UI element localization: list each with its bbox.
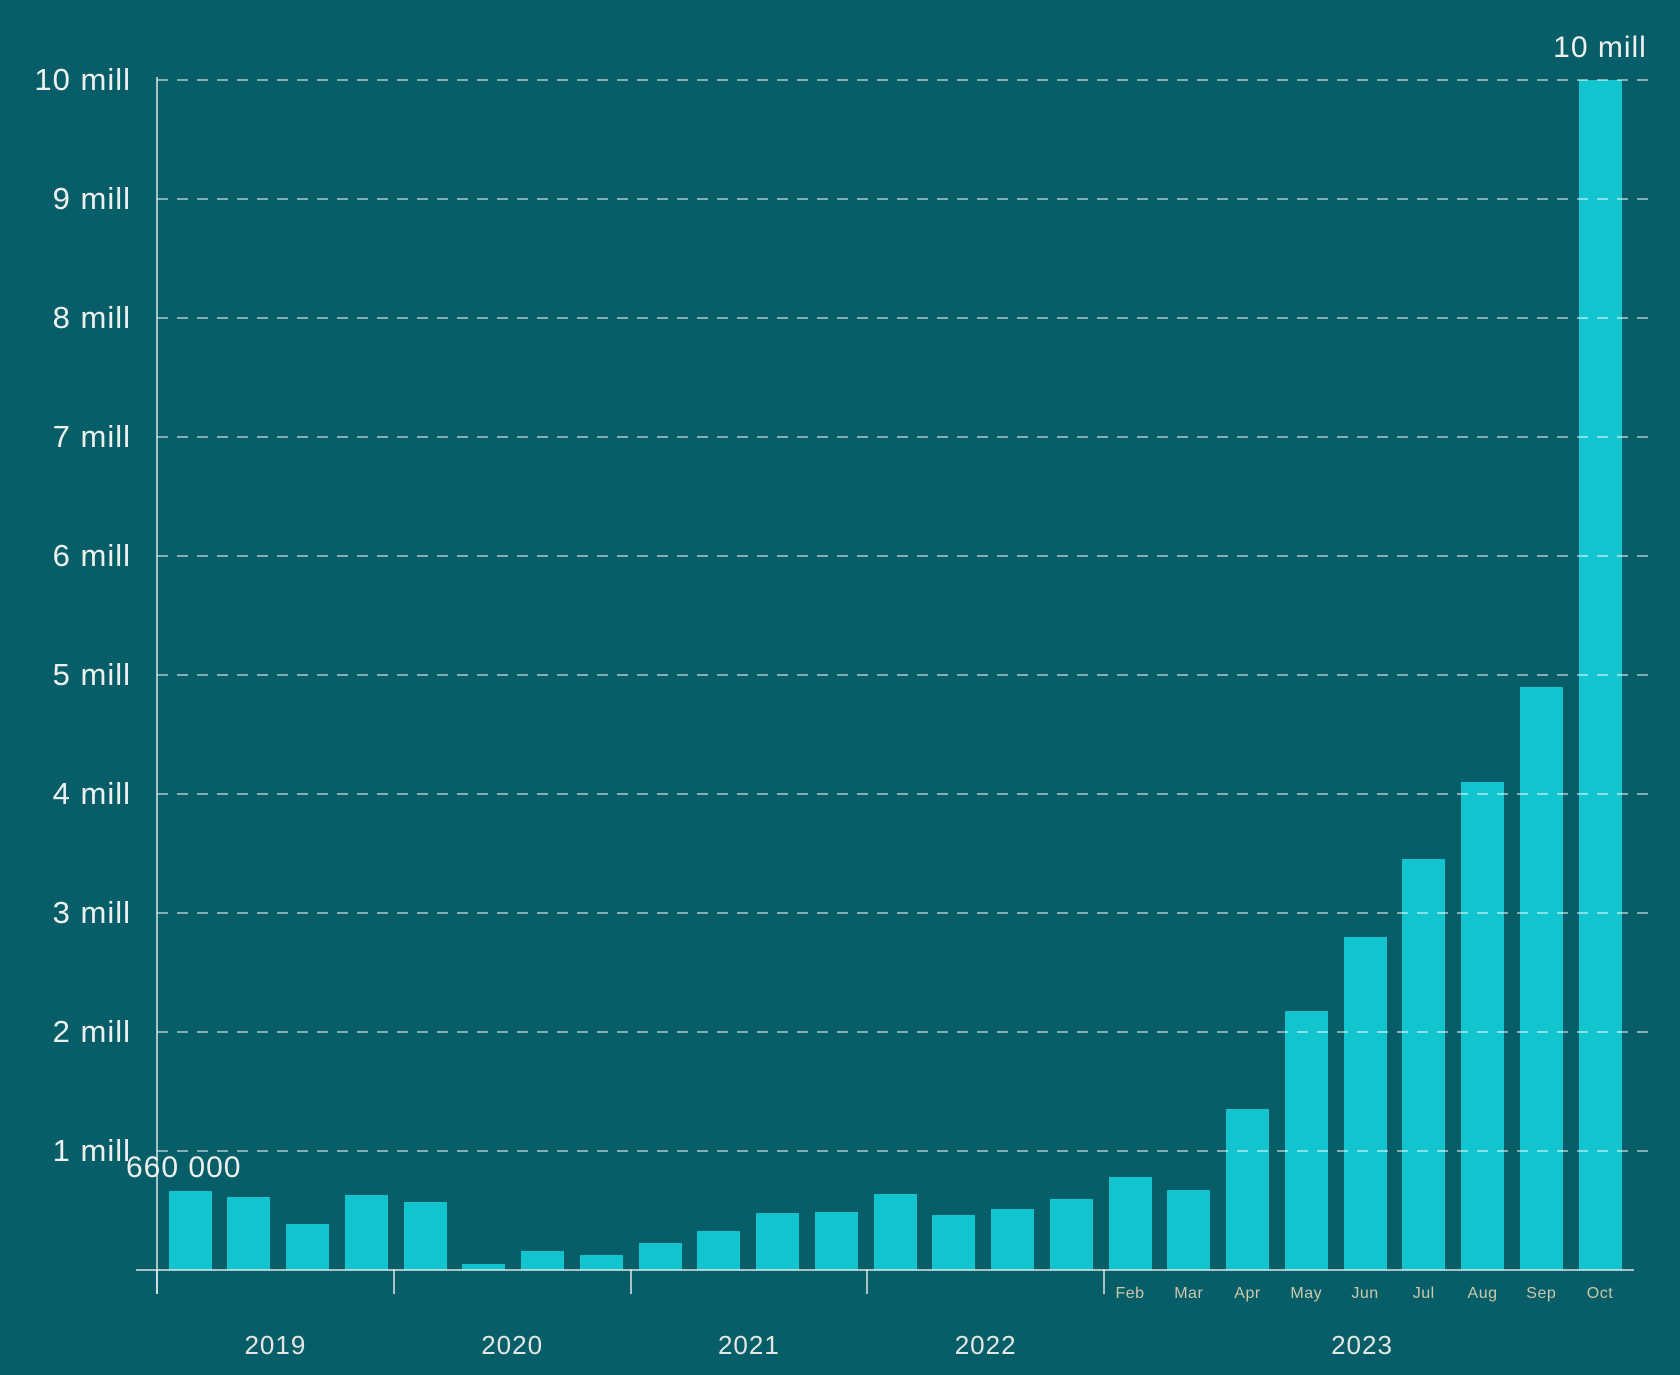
bar [991, 1209, 1034, 1270]
x-axis-year-label: 2023 [1331, 1330, 1393, 1360]
year-tick [156, 1269, 158, 1294]
y-axis-label: 2 mill [52, 1014, 131, 1049]
y-axis-label: 8 mill [52, 300, 131, 335]
peak-bar-value-label: 10 mill [1553, 31, 1647, 64]
bar [1578, 80, 1622, 1270]
gridline [157, 555, 1657, 557]
x-axis-month-label: Jul [1412, 1285, 1435, 1302]
y-axis-line [156, 77, 158, 1294]
gridline [157, 79, 1657, 81]
y-axis-label: 6 mill [52, 538, 131, 573]
bar [1461, 782, 1504, 1270]
year-tick [629, 1269, 632, 1294]
x-axis-year-label: 2022 [954, 1330, 1017, 1360]
bar [932, 1215, 976, 1270]
bar [1226, 1109, 1269, 1270]
x-axis-year-label: 2019 [244, 1330, 307, 1360]
gridline [157, 198, 1657, 200]
y-axis-label: 10 mill [34, 62, 131, 97]
bar [873, 1194, 917, 1270]
y-axis-label: 5 mill [52, 657, 131, 692]
x-axis-year-label: 2021 [717, 1330, 780, 1360]
x-axis-month-label: Mar [1174, 1285, 1204, 1302]
bar [1108, 1177, 1152, 1270]
bar [1049, 1199, 1093, 1270]
gridline [157, 674, 1657, 676]
y-axis-label: 1 mill [52, 1133, 131, 1168]
y-axis-label: 7 mill [52, 419, 131, 454]
year-tick [866, 1269, 869, 1294]
year-tick [392, 1269, 395, 1294]
bar [697, 1231, 741, 1270]
x-axis-month-label: Oct [1586, 1285, 1614, 1302]
x-axis-year-label: 2020 [481, 1330, 544, 1360]
y-axis-label: 4 mill [52, 776, 131, 811]
bar [1519, 687, 1563, 1270]
bar [579, 1255, 623, 1270]
x-axis-month-label: Sep [1526, 1285, 1557, 1302]
bar [814, 1212, 858, 1270]
bar [286, 1224, 329, 1270]
y-axis-label: 9 mill [52, 181, 131, 216]
bar [168, 1191, 212, 1270]
bar [1402, 859, 1446, 1270]
x-axis-month-label: Apr [1234, 1285, 1261, 1302]
x-axis-line [136, 1269, 1634, 1271]
gridline [157, 793, 1657, 795]
x-axis-month-label: Jun [1351, 1285, 1379, 1302]
y-axis-label: 3 mill [52, 895, 131, 930]
bar [462, 1264, 506, 1270]
bar [1167, 1190, 1211, 1270]
gridline [157, 436, 1657, 438]
bar [227, 1197, 271, 1270]
bar [403, 1202, 447, 1270]
x-axis-month-label: May [1290, 1285, 1323, 1302]
bar [344, 1195, 388, 1270]
x-axis-month-label: Aug [1467, 1285, 1498, 1302]
gridline [157, 317, 1657, 319]
year-tick [1103, 1269, 1105, 1294]
bar [521, 1251, 564, 1270]
first-bar-value-label: 660 000 [126, 1151, 242, 1184]
x-axis-month-label: Feb [1115, 1285, 1145, 1302]
bar [1343, 937, 1387, 1270]
bar [1284, 1011, 1328, 1270]
bar [756, 1213, 799, 1270]
bar [638, 1243, 682, 1270]
